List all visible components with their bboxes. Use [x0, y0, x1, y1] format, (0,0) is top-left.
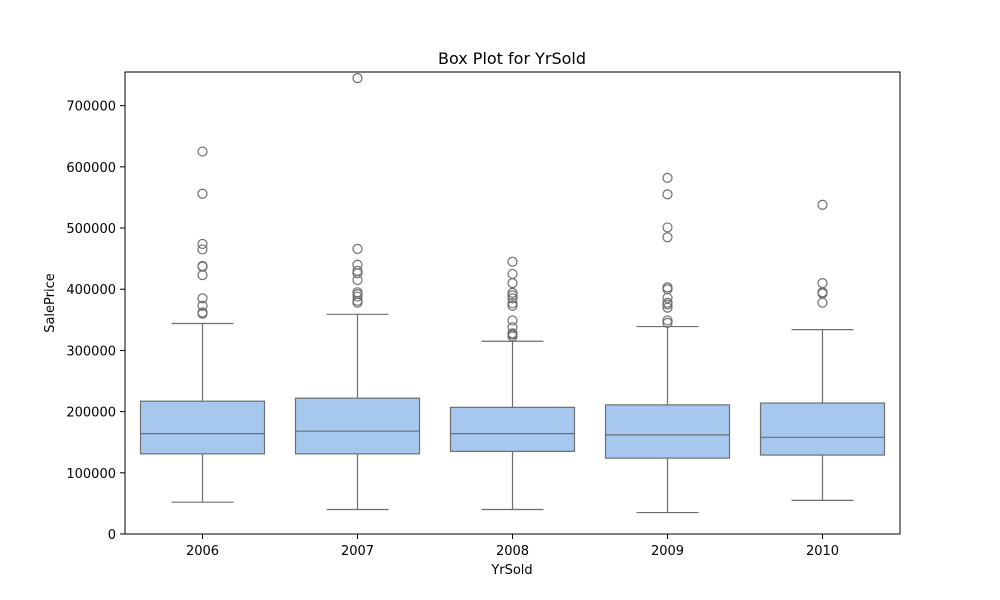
y-axis-label: SalePrice	[43, 273, 58, 333]
box-group-2008	[449, 256, 576, 511]
outlier-point	[197, 307, 208, 318]
outlier-point	[352, 259, 363, 270]
outlier-point	[197, 300, 208, 311]
outlier-point	[662, 189, 673, 200]
box-group-2010	[759, 199, 886, 501]
x-tick-label: 2009	[651, 544, 684, 559]
outlier-point	[507, 293, 518, 304]
outlier-point	[662, 297, 673, 308]
box-group-2009	[604, 172, 731, 514]
y-tick-label: 100000	[66, 467, 116, 482]
outlier-point	[817, 278, 828, 289]
x-tick-label: 2006	[186, 544, 219, 559]
outlier-point	[507, 328, 518, 339]
outlier-point	[662, 222, 673, 233]
y-tick-label: 300000	[66, 344, 116, 359]
outlier-point	[352, 291, 363, 302]
x-tick-label: 2008	[496, 544, 529, 559]
chart-title: Box Plot for YrSold	[438, 49, 586, 68]
outlier-point	[352, 265, 363, 276]
iqr-box	[604, 404, 731, 459]
outlier-point	[817, 199, 828, 210]
outlier-point	[662, 315, 673, 326]
y-tick-label: 200000	[66, 406, 116, 421]
x-axis-label: YrSold	[490, 563, 532, 578]
outlier-point	[197, 293, 208, 304]
box-group-2006	[139, 146, 266, 503]
outlier-point	[352, 73, 363, 84]
outlier-point	[197, 188, 208, 199]
outlier-point	[507, 298, 518, 309]
y-tick-label: 600000	[66, 161, 116, 176]
y-axis: 0 100000 200000 300000 400000 500000 600000 700…	[66, 100, 125, 543]
iqr-box	[294, 397, 421, 455]
outlier-point	[507, 290, 518, 301]
box-group-2007	[294, 73, 421, 511]
x-tick-label: 2007	[341, 544, 374, 559]
outlier-point	[662, 232, 673, 243]
iqr-box	[759, 402, 886, 456]
outlier-point	[507, 268, 518, 280]
outlier-point	[352, 287, 363, 298]
outlier-point	[507, 256, 518, 267]
outlier-point	[197, 146, 208, 157]
outlier-point	[352, 243, 363, 254]
y-tick-label: 500000	[66, 222, 116, 237]
outlier-point	[197, 238, 208, 250]
plot-area	[139, 73, 886, 514]
outlier-point	[507, 300, 518, 311]
outlier-point	[197, 260, 208, 272]
x-tick-label: 2010	[806, 544, 839, 559]
y-tick-label: 700000	[66, 100, 116, 115]
y-tick-label: 0	[108, 528, 116, 543]
outlier-point	[197, 244, 208, 255]
outlier-point	[662, 282, 673, 293]
outlier-point	[507, 315, 518, 326]
iqr-box	[139, 400, 266, 455]
outlier-point	[507, 322, 518, 333]
x-axis: 2006 2007 2008 2009 2010	[186, 534, 839, 559]
outlier-point	[662, 302, 673, 313]
outlier-point	[662, 317, 673, 328]
outlier-point	[662, 172, 673, 183]
y-tick-label: 400000	[66, 283, 116, 298]
iqr-box	[449, 406, 576, 452]
outlier-point	[507, 287, 518, 299]
